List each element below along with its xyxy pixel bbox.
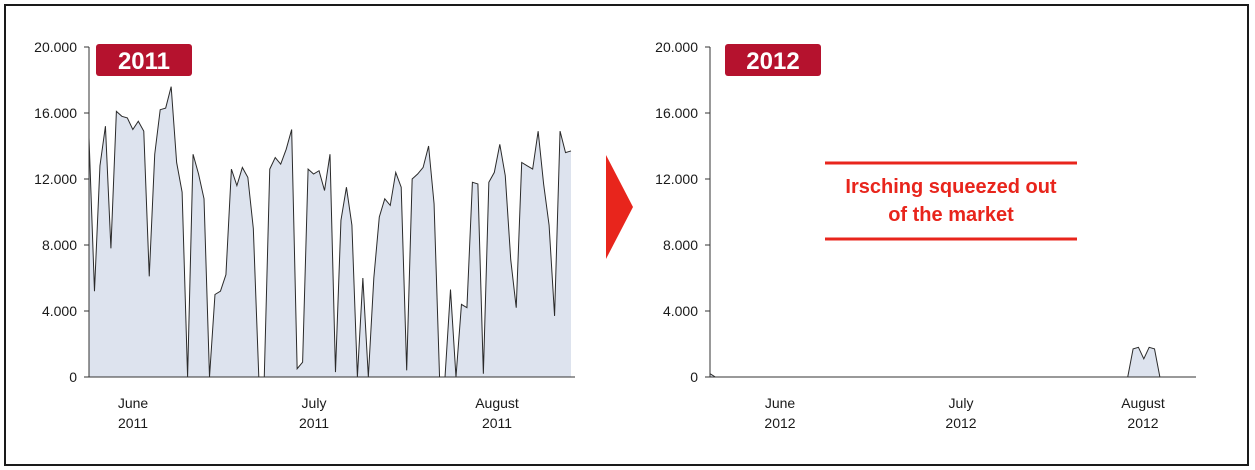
area-fill — [89, 86, 571, 377]
y-tick-label: 12.000 — [34, 171, 77, 187]
y-tick-label: 16.000 — [34, 105, 77, 121]
x-tick-month: June — [765, 395, 796, 411]
y-tick-label: 0 — [690, 369, 698, 385]
year-badge-label: 2012 — [746, 48, 799, 75]
x-tick-year: 2012 — [1127, 415, 1158, 431]
year-badge — [96, 44, 192, 76]
figure-frame — [4, 4, 1249, 466]
series-line — [709, 346, 1192, 378]
chart-panel-2012: 0 4.000 8.000 12.000 16.000 20.000 June 2012 Jul… — [655, 39, 1196, 431]
x-tick-month: August — [1121, 395, 1165, 411]
x-tick-month: July — [302, 395, 327, 411]
y-tick-label: 20.000 — [655, 39, 698, 55]
y-tick-label: 8.000 — [42, 237, 77, 253]
chart-panel-2011: 0 4.000 8.000 12.000 16.000 20.000 June 2011 Jul… — [34, 39, 575, 431]
x-tick-month: July — [949, 395, 974, 411]
area-fill — [710, 347, 1192, 377]
annotation-text: Irsching squeezed out — [845, 176, 1056, 198]
y-tick-label: 8.000 — [663, 237, 698, 253]
x-tick-year: 2011 — [118, 415, 148, 431]
y-tick-label: 4.000 — [42, 303, 77, 319]
year-badge — [725, 44, 821, 76]
x-tick-year: 2012 — [945, 415, 976, 431]
x-tick-year: 2011 — [299, 415, 329, 431]
y-tick-label: 20.000 — [34, 39, 77, 55]
x-tick-year: 2012 — [764, 415, 795, 431]
transition-arrow-icon — [606, 155, 633, 259]
y-tick-label: 16.000 — [655, 105, 698, 121]
y-tick-label: 4.000 — [663, 303, 698, 319]
year-badge-label: 2011 — [118, 48, 170, 75]
y-tick-label: 12.000 — [655, 171, 698, 187]
annotation-text: of the market — [888, 204, 1014, 226]
x-tick-month: June — [118, 395, 149, 411]
x-tick-month: August — [475, 395, 519, 411]
x-tick-year: 2011 — [482, 415, 512, 431]
series-line — [88, 86, 572, 378]
y-tick-label: 0 — [69, 369, 77, 385]
